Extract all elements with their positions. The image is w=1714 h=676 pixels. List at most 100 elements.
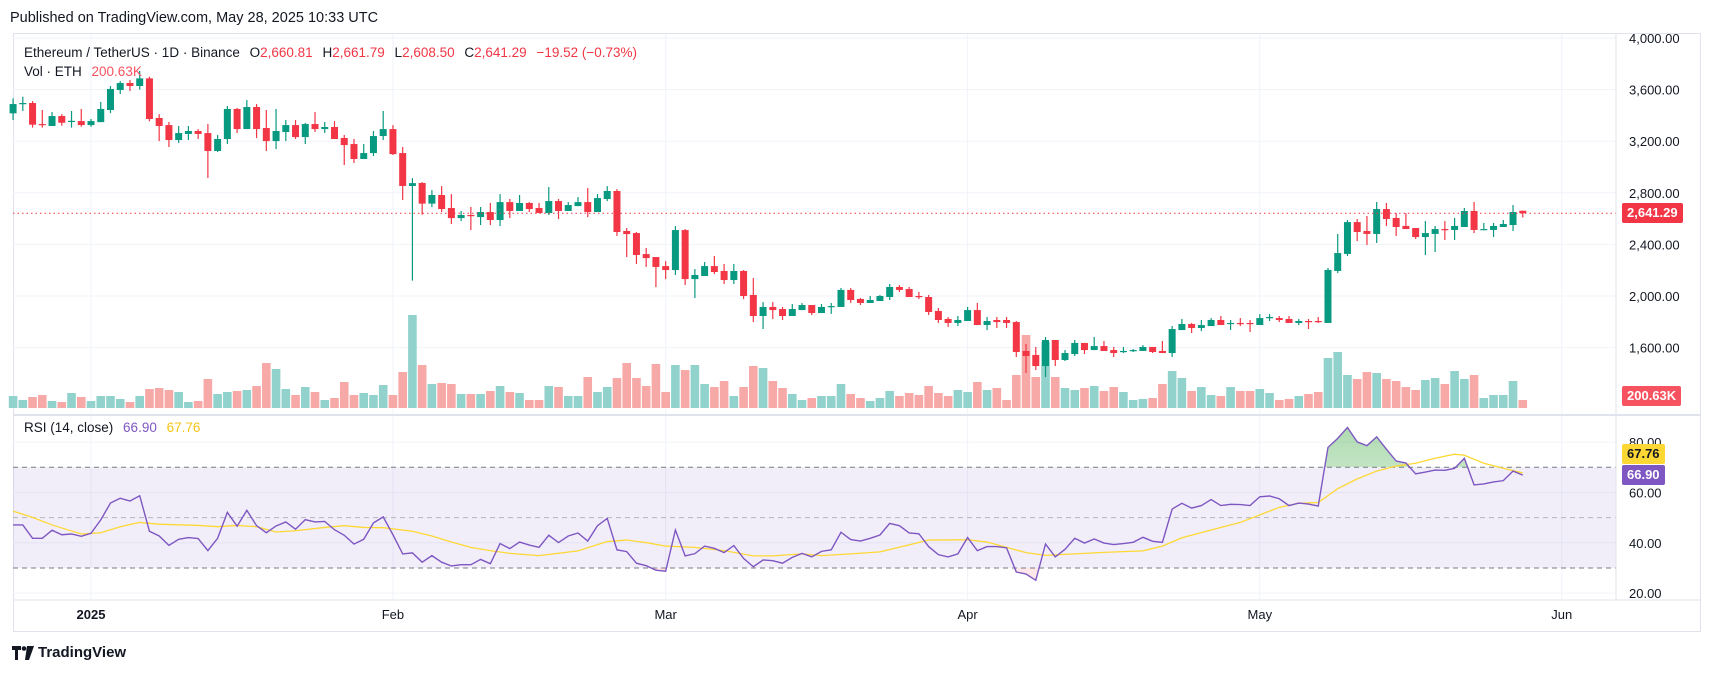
candle-body <box>77 121 85 126</box>
volume-bar <box>184 402 193 408</box>
candle-body <box>1090 346 1098 351</box>
volume-bar <box>398 372 407 408</box>
candle-body <box>165 125 173 141</box>
volume-bar <box>378 385 388 408</box>
rsi-tick-label: 60.00 <box>1629 485 1662 500</box>
volume-bar <box>1508 381 1518 408</box>
candle-body <box>671 230 679 271</box>
rsi-line <box>13 426 1524 582</box>
volume-bar <box>651 364 661 408</box>
volume-bars <box>8 315 1528 408</box>
candle-body <box>749 294 757 316</box>
candle-body <box>1412 228 1420 238</box>
volume-bar <box>729 396 739 408</box>
candle-body <box>1451 225 1459 230</box>
candle-body <box>214 139 222 152</box>
volume-bar <box>1109 387 1118 408</box>
symbol-title[interactable]: Ethereum / TetherUS · 1D · Binance <box>24 45 240 60</box>
candle-body <box>97 108 105 123</box>
candle-body <box>447 208 455 219</box>
volume-bar <box>271 369 281 408</box>
volume-bar <box>1499 395 1508 408</box>
volume-bar <box>602 387 612 408</box>
volume-bar <box>1313 392 1323 408</box>
candle-body <box>730 270 738 281</box>
candle-body <box>1480 229 1488 231</box>
rsi-label[interactable]: RSI (14, close) <box>24 420 114 435</box>
candle-body <box>428 194 436 204</box>
volume-bar <box>690 365 700 408</box>
volume-bar <box>466 394 476 408</box>
volume-bar <box>164 390 174 408</box>
candle-body <box>1061 353 1069 360</box>
price-tick-label: 4,000.00 <box>1629 31 1680 46</box>
volume-bar <box>213 394 222 408</box>
volume-bar <box>1197 387 1206 408</box>
volume-bar <box>1411 390 1420 408</box>
volume-bar <box>1089 386 1099 408</box>
candle-body <box>584 202 592 213</box>
volume-bar <box>515 393 524 408</box>
candle-body <box>964 310 972 322</box>
volume-label[interactable]: Vol · ETH <box>24 64 82 79</box>
candle-body <box>311 124 319 130</box>
candle-body <box>681 230 689 280</box>
candle-body <box>593 198 601 213</box>
candle-body <box>1139 346 1147 351</box>
volume-bar <box>865 401 875 408</box>
change-value: −19.52 (−0.73%) <box>536 45 638 60</box>
rsi-ma-value: 67.76 <box>166 420 201 435</box>
tradingview-logo[interactable]: TradingView <box>12 644 126 661</box>
volume-bar <box>174 392 183 408</box>
candle-body <box>155 117 163 126</box>
volume-bar <box>749 366 758 408</box>
volume-bar <box>252 386 261 408</box>
candle-body <box>301 124 309 138</box>
rsi-legend: RSI (14, close) 66.90 67.76 <box>24 420 206 435</box>
volume-bar <box>807 398 817 408</box>
candle-body <box>87 121 95 126</box>
candle-body <box>204 133 212 152</box>
candle-body <box>759 306 767 316</box>
candle-body <box>1421 233 1429 238</box>
candle-body <box>1207 319 1215 327</box>
candle-body <box>779 309 787 316</box>
candle-body <box>438 194 446 210</box>
candle-body <box>194 131 202 134</box>
candle-body <box>369 136 377 154</box>
candle-body <box>408 183 416 186</box>
volume-bar <box>135 396 144 408</box>
volume-bar <box>544 386 554 408</box>
candle-body <box>19 103 27 105</box>
volume-bar <box>1362 372 1372 408</box>
candle-body <box>973 310 981 326</box>
candle-body <box>1441 229 1449 231</box>
last-price-label: 2,641.29 <box>1622 203 1683 223</box>
price-tick-label: 2,000.00 <box>1629 289 1680 304</box>
open-value: 2,660.81 <box>260 45 313 60</box>
close-label: C <box>464 45 475 60</box>
volume-bar <box>1031 377 1041 408</box>
volume-bar <box>1450 371 1459 408</box>
candle-body <box>710 266 718 273</box>
candle-body <box>1490 225 1498 230</box>
time-tick-label: Apr <box>957 607 978 622</box>
candle-body <box>253 107 261 130</box>
candle-body <box>954 319 962 323</box>
volume-bar <box>817 396 826 408</box>
candle-body <box>1178 323 1186 331</box>
rsi-overbought-fill <box>1324 427 1468 468</box>
price-tick-label: 3,200.00 <box>1629 134 1680 149</box>
volume-bar <box>203 379 213 408</box>
volume-bar <box>554 387 563 408</box>
volume-bar <box>525 400 534 408</box>
candle-body <box>243 107 251 130</box>
price-tick-label: 3,600.00 <box>1629 83 1680 98</box>
candle-body <box>48 116 56 126</box>
candle-body <box>175 133 183 141</box>
volume-bar <box>1294 396 1304 408</box>
volume-bar <box>1469 375 1479 408</box>
candle-body <box>1285 318 1293 323</box>
volume-value: 200.63K <box>91 64 142 79</box>
